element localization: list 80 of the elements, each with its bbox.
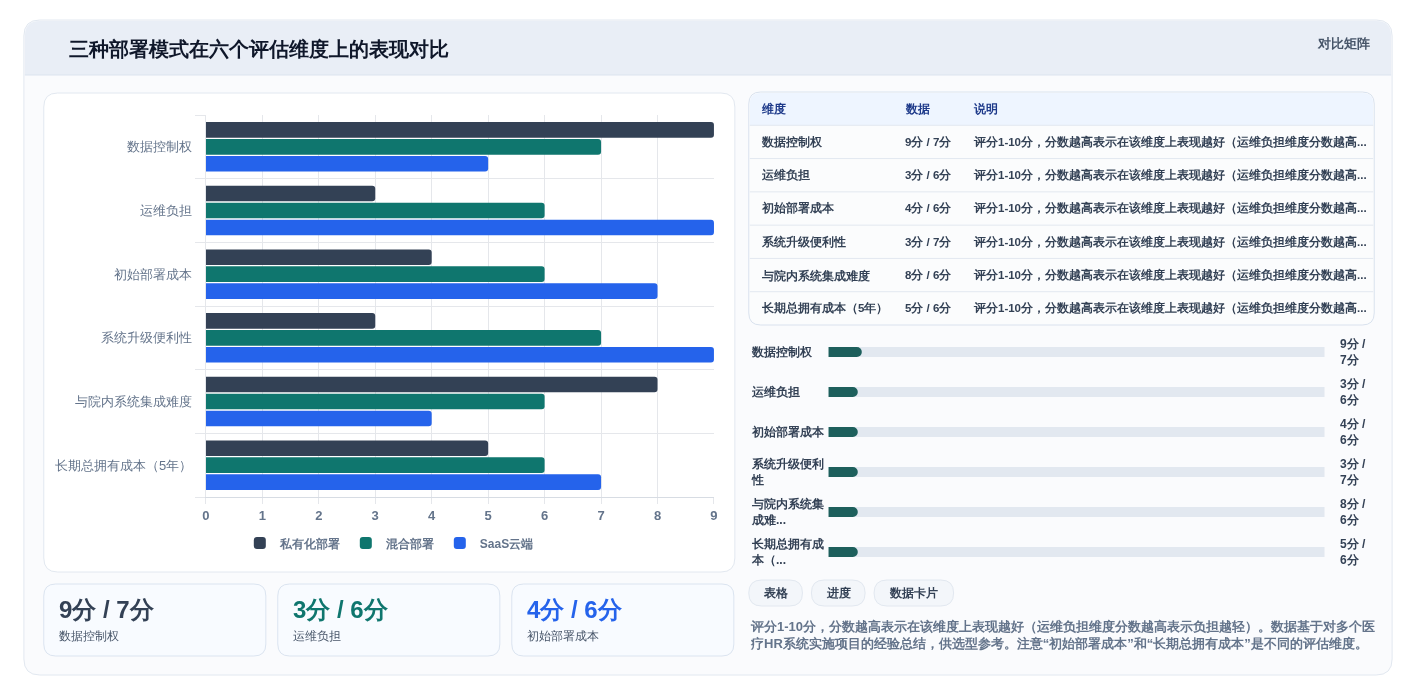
text: 9分 / 7分: [59, 596, 154, 623]
text: 评分1-10分，分数越高表示在该维度上表现越好（运维负担维度分数越高...: [974, 269, 1367, 281]
bar: [205, 376, 658, 393]
text: 5分 / 6分: [905, 302, 953, 314]
x-tick-label: 8: [653, 507, 662, 523]
text: 三种部署模式在六个评估维度上的表现对比: [69, 38, 449, 60]
text: 评分1-10分，分数越高表示在该维度上表现越好（运维负担维度分数越高表示负担越轻）。数据基于对多个医疗HR系统实施项目的经验总结，供选型参考。注意“初始部署成本”和“长期总拥有成本”是不同的评估维度。: [750, 619, 1376, 651]
y-tick-label: 运维负担: [751, 385, 800, 399]
text: 长期总拥有成本（5年）: [762, 302, 889, 314]
y-tick-label: 系统升级便利性: [751, 457, 824, 487]
category-label: 维度: [761, 102, 786, 116]
y-tick-label: 与院内系统集成难度: [75, 394, 193, 410]
category-label: 说明: [973, 102, 998, 116]
text: 4分 / 6分: [1340, 417, 1366, 447]
text: 评分1-10分，分数越高表示在该维度上表现越好（运维负担维度分数越高...: [974, 236, 1367, 248]
y-tick-label: 数据控制权: [751, 345, 813, 359]
bar: [205, 474, 602, 490]
text: 评分1-10分，分数越高表示在该维度上表现越好（运维负担维度分数越高...: [974, 136, 1367, 148]
y-tick-label: 数据控制权: [127, 139, 193, 155]
bar: [205, 440, 489, 456]
x-tick-label: 6: [540, 507, 549, 523]
category-label: 运维负担: [293, 629, 341, 643]
text: 9分 / 7分: [1340, 337, 1366, 367]
bar: [205, 266, 545, 282]
y-tick-label: 运维负担: [140, 203, 193, 219]
text: 评分1-10分，分数越高表示在该维度上表现越好（运维负担维度分数越高...: [974, 302, 1367, 314]
text: 8分 / 6分: [905, 269, 953, 281]
text: 3分 / 6分: [293, 596, 388, 623]
bar: [205, 219, 714, 236]
bar: [205, 313, 376, 329]
text: 5分 / 6分: [1340, 537, 1366, 567]
bar: [205, 410, 432, 427]
text: 3分 / 6分: [905, 169, 953, 181]
bar: [205, 347, 714, 363]
x-tick-label: 3: [371, 507, 379, 523]
y-tick-label: 长期总拥有成本（...: [751, 537, 824, 567]
category-label: 初始部署成本: [761, 201, 835, 215]
legend-label: SaaS云端: [479, 536, 534, 551]
category-label: 数据: [905, 102, 930, 116]
bar: [205, 156, 489, 172]
x-tick-label: 9: [710, 507, 718, 523]
category-label: 表格: [763, 586, 789, 600]
x-tick-label: 0: [202, 507, 210, 523]
bar: [205, 457, 545, 473]
text: 与院内系统集成难度: [762, 270, 870, 282]
bar: [205, 185, 376, 202]
category-label: 进度: [826, 586, 851, 600]
bar: [205, 283, 658, 299]
y-tick-label: 与院内系统集成难...: [751, 497, 824, 527]
text: 4分 / 6分: [905, 202, 953, 214]
text: 4分 / 6分: [527, 596, 622, 623]
x-tick-label: 5: [484, 507, 492, 523]
bar: [205, 122, 714, 138]
legend-label: 混合部署: [384, 536, 434, 551]
x-tick-label: 1: [258, 507, 266, 523]
text: 9分 / 7分: [905, 136, 953, 148]
text: 3分 / 7分: [1340, 457, 1366, 487]
x-tick-label: 2: [315, 507, 323, 523]
text: 评分1-10分，分数越高表示在该维度上表现越好（运维负担维度分数越高...: [974, 202, 1367, 214]
bar: [205, 330, 602, 346]
text: 3分 / 6分: [1340, 377, 1366, 407]
category-label: 初始部署成本: [527, 629, 599, 643]
x-tick-label: 4: [428, 507, 437, 523]
text: 8分 / 6分: [1340, 497, 1366, 527]
y-tick-label: 长期总拥有成本（5年）: [55, 457, 193, 473]
bar: [205, 393, 545, 410]
x-tick-label: 7: [597, 507, 605, 523]
category-label: 数据控制权: [59, 629, 119, 643]
y-tick-label: 系统升级便利性: [101, 330, 193, 346]
bar: [205, 249, 432, 265]
y-tick-label: 初始部署成本: [114, 266, 193, 282]
text: 3分 / 7分: [905, 236, 953, 248]
text: 评分1-10分，分数越高表示在该维度上表现越好（运维负担维度分数越高...: [974, 169, 1367, 181]
category-label: 数据卡片: [889, 586, 938, 600]
text: 系统升级便利性: [762, 236, 846, 248]
legend-label: 私有化部署: [278, 536, 340, 551]
text: 对比矩阵: [1317, 36, 1370, 51]
bar: [205, 139, 602, 155]
y-tick-label: 初始部署成本: [751, 425, 825, 439]
bar: [205, 202, 545, 219]
